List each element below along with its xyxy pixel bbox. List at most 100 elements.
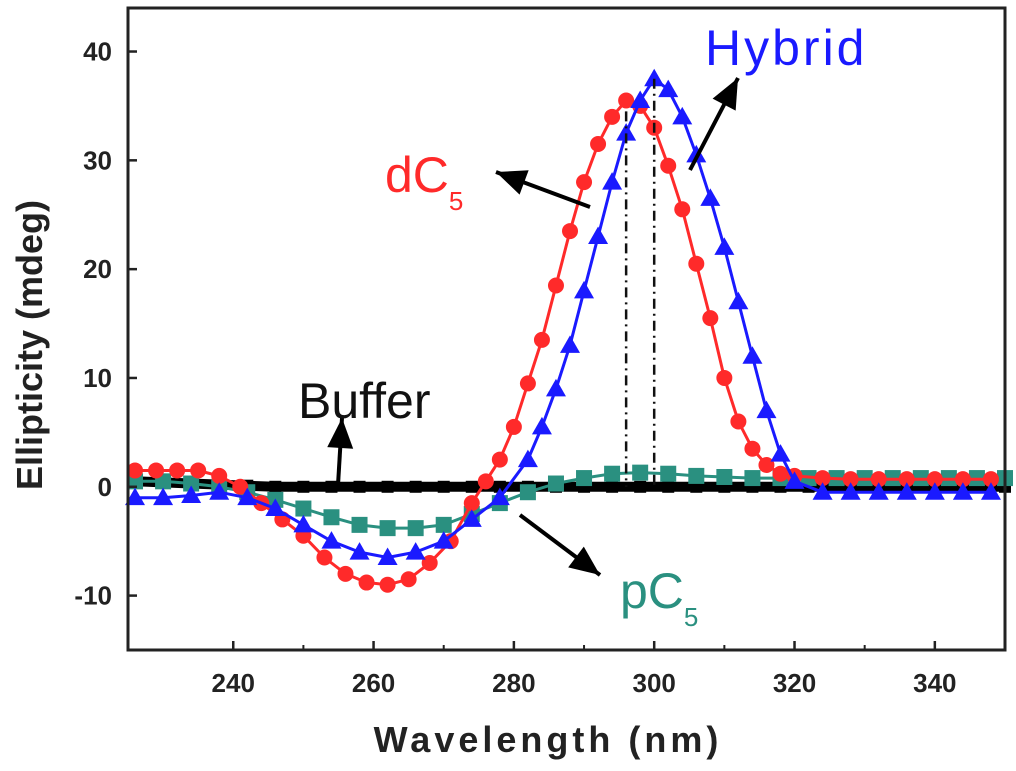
- x-tick-label: 280: [492, 668, 535, 698]
- data-point: [379, 576, 396, 593]
- data-point: [716, 369, 733, 386]
- data-point: [618, 92, 635, 109]
- data-point: [477, 473, 494, 490]
- data-point: [700, 188, 721, 206]
- data-point: [463, 495, 480, 512]
- data-point: [148, 462, 165, 479]
- data-point: [181, 485, 202, 503]
- data-point: [574, 280, 595, 299]
- data-point: [672, 106, 693, 125]
- data-point: [409, 480, 422, 493]
- data-point: [634, 480, 647, 493]
- data-point: [770, 444, 791, 462]
- data-point: [183, 475, 200, 492]
- data-point: [898, 471, 915, 488]
- data-point: [630, 90, 651, 108]
- y-tick-label: 10: [83, 363, 112, 393]
- data-point: [842, 471, 859, 488]
- data-point: [209, 482, 230, 500]
- series-dc5: [127, 92, 999, 593]
- data-point: [602, 172, 623, 190]
- data-point: [547, 277, 564, 294]
- data-point: [379, 520, 396, 537]
- data-point: [644, 68, 665, 87]
- data-point: [688, 467, 705, 484]
- data-point: [153, 487, 174, 506]
- data-point: [730, 413, 747, 430]
- y-tick-label: 40: [83, 37, 112, 67]
- data-point: [758, 457, 775, 474]
- x-tick-label: 240: [212, 668, 255, 698]
- data-point: [517, 449, 538, 468]
- data-point: [377, 547, 398, 566]
- data-point: [954, 471, 971, 488]
- x-tick-label: 340: [913, 668, 956, 698]
- annotation-arrows: [327, 77, 740, 577]
- data-point: [812, 482, 833, 500]
- data-point: [924, 482, 945, 500]
- data-point: [744, 440, 761, 457]
- data-point: [519, 375, 536, 392]
- data-point: [125, 487, 146, 506]
- data-point: [295, 500, 312, 517]
- data-point: [576, 470, 593, 487]
- data-point: [405, 542, 426, 560]
- data-point: [127, 462, 144, 479]
- data-point: [437, 480, 450, 493]
- series-hybrid: [125, 68, 1001, 566]
- data-point: [660, 157, 677, 174]
- data-point: [674, 201, 691, 218]
- data-point: [772, 465, 789, 482]
- data-point: [756, 400, 777, 419]
- x-tick-label: 300: [633, 668, 676, 698]
- data-point: [658, 79, 679, 98]
- plot-frame: [126, 6, 1007, 652]
- x-tick-label: 260: [352, 668, 395, 698]
- data-point: [190, 462, 207, 479]
- data-point: [461, 509, 482, 527]
- axis-layer: 240 260 280 300 320 340 -10 0 10 20 30 40: [74, 37, 956, 698]
- data-point: [588, 226, 609, 245]
- series-line-dc5: [135, 99, 991, 587]
- arrow-buffer: [327, 417, 354, 486]
- x-tick-label: 320: [773, 668, 816, 698]
- arrow-head: [496, 170, 529, 195]
- y-tick-label: 20: [83, 254, 112, 284]
- data-point: [926, 471, 943, 488]
- data-point: [604, 465, 621, 482]
- data-point: [433, 531, 454, 549]
- data-point: [491, 451, 508, 468]
- data-point: [840, 482, 861, 500]
- series-pc5: [127, 464, 1013, 537]
- annotation-pc5: pC5: [620, 563, 698, 632]
- data-point: [632, 464, 649, 481]
- annotation-buffer: Buffer: [298, 373, 431, 429]
- data-point: [560, 335, 581, 353]
- y-tick-label: 0: [98, 472, 112, 502]
- data-point: [465, 480, 478, 493]
- data-point: [489, 487, 510, 506]
- data-point: [265, 498, 286, 517]
- arrow-pc5: [518, 513, 602, 577]
- data-point: [211, 467, 228, 484]
- series-layer: [125, 68, 1013, 593]
- data-point: [337, 565, 354, 582]
- data-point: [321, 531, 342, 549]
- data-point: [980, 482, 1001, 500]
- data-point: [784, 471, 805, 489]
- data-point: [744, 470, 761, 487]
- y-tick-label: -10: [74, 581, 112, 611]
- data-point: [421, 554, 438, 571]
- y-tick-label: 30: [83, 145, 112, 175]
- data-point: [688, 255, 705, 272]
- data-point: [407, 520, 424, 537]
- data-point: [381, 480, 394, 493]
- data-point: [870, 471, 887, 488]
- data-point: [896, 482, 917, 500]
- arrow-dc5: [495, 170, 591, 209]
- x-axis-label: Wavelength (nm): [374, 719, 723, 760]
- data-point: [562, 223, 579, 240]
- data-point: [232, 478, 249, 495]
- data-point: [358, 574, 375, 591]
